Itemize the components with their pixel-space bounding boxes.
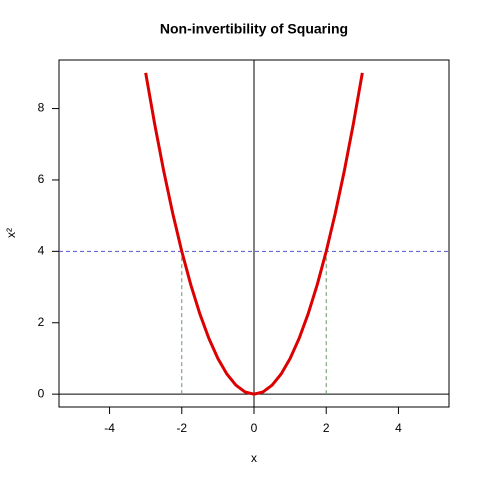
y-tick-label: 2	[38, 315, 45, 329]
chart-title: Non-invertibility of Squaring	[160, 21, 348, 37]
x-tick-label: 4	[395, 421, 402, 435]
y-tick-label: 4	[38, 244, 45, 258]
data-line	[144, 72, 364, 396]
y-tick-label: 8	[38, 101, 45, 115]
y-tick-label: 0	[38, 386, 45, 400]
y-axis-label: x²	[4, 228, 18, 238]
x-tick-label: -4	[104, 421, 115, 435]
x-axis-label: x	[251, 451, 257, 465]
x-tick-label: -2	[176, 421, 187, 435]
x-tick-label: 0	[251, 421, 258, 435]
y-tick-label: 6	[38, 172, 45, 186]
x-tick-label: 2	[323, 421, 330, 435]
